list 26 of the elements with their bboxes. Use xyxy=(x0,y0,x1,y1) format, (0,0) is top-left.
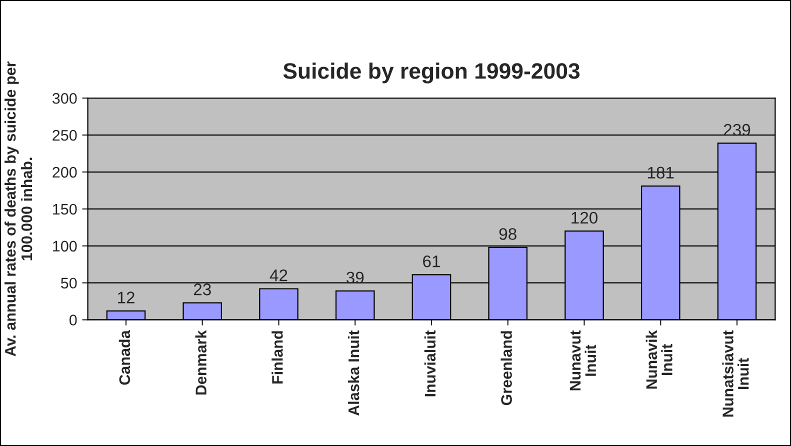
x-tick-label: Inuvialuit xyxy=(424,330,436,396)
x-tick-label: Finland xyxy=(272,331,283,384)
x-tick-label: Alaska Inuit xyxy=(348,330,360,416)
data-label: 39 xyxy=(346,272,364,284)
data-label: 23 xyxy=(194,284,211,296)
y-tick-label: 100 xyxy=(53,240,77,252)
data-label: 12 xyxy=(118,292,134,304)
y-tick-label: 250 xyxy=(52,130,77,141)
y-tick-label: 50 xyxy=(61,278,77,289)
y-tick-label: 300 xyxy=(52,92,77,104)
data-label: 120 xyxy=(572,212,598,224)
x-tick-label: Nunavik Inuit xyxy=(646,330,672,389)
y-tick-label: 200 xyxy=(52,166,77,178)
y-tick-label: 0 xyxy=(69,314,77,326)
chart-title: Suicide by region 1999-2003 xyxy=(283,62,580,84)
x-tick-label: Canada xyxy=(118,330,130,385)
x-tick-label: Greenland xyxy=(500,331,512,406)
y-tick-label: 150 xyxy=(53,204,77,215)
data-label: 61 xyxy=(423,255,440,268)
y-axis-title: Av. annual rates of deaths by suicide per 100.000 inhab. xyxy=(4,61,32,356)
data-label: 98 xyxy=(499,228,516,240)
data-label: 239 xyxy=(724,124,750,136)
x-tick-label: Nunavut Inuit xyxy=(570,330,596,390)
x-tick-label: Denmark xyxy=(195,330,206,395)
x-tick-label: Nunatsiavut Inuit xyxy=(722,330,749,417)
data-label: 42 xyxy=(270,269,288,282)
